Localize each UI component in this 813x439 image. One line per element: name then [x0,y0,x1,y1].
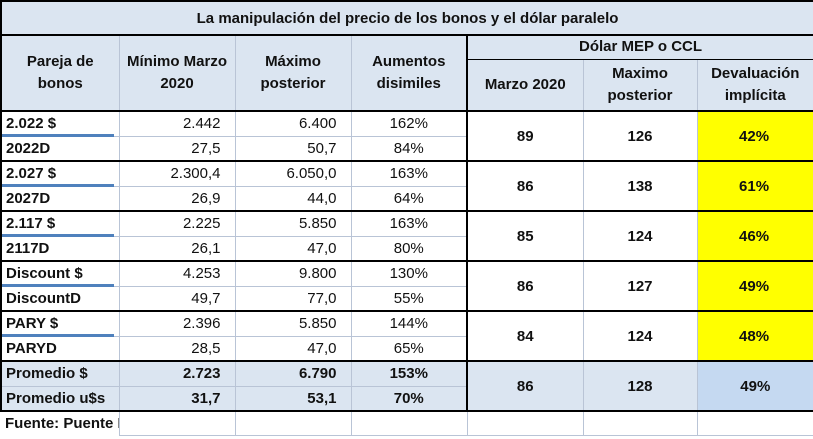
increase-value: 65% [350,335,468,362]
bond-name: PARY $ [0,310,120,337]
header-max: Máximo posterior [234,34,352,112]
source-note: Fuente: Puente Hnos [5,415,119,432]
min-value: 2.225 [118,210,236,237]
accent-underline [2,234,114,237]
header-mep-march: Marzo 2020 [466,58,584,112]
mep-march-value: 86 [466,260,584,312]
bond-name: DiscountD [0,285,120,312]
header-increase: Aumentos disimiles [350,34,468,112]
mep-max-value: 127 [582,260,698,312]
header-pair: Pareja de bonos [0,34,120,112]
min-value: 4.253 [118,260,236,287]
average-max: 6.790 [234,360,352,387]
mep-max-value: 126 [582,110,698,162]
empty-cell [234,410,352,436]
bond-name: 2.022 $ [0,110,120,137]
min-value: 28,5 [118,335,236,362]
mep-max-value: 138 [582,160,698,212]
max-value: 44,0 [234,185,352,212]
table-title: La manipulación del precio de los bonos … [0,0,813,36]
average-max: 53,1 [234,385,352,412]
average-label: Promedio $ [0,360,120,387]
header-mep-max: Maximo posterior [582,58,698,112]
accent-underline [2,334,114,337]
bond-name: PARYD [0,335,120,362]
accent-underline [2,134,114,137]
mep-march-value: 84 [466,310,584,362]
devaluation-value: 61% [696,160,813,212]
empty-cell [118,410,236,436]
max-value: 9.800 [234,260,352,287]
bond-name: 2027D [0,185,120,212]
mep-max-value: 124 [582,310,698,362]
header-min: Mínimo Marzo 2020 [118,34,236,112]
mep-march-value: 89 [466,110,584,162]
average-mep-max: 128 [582,360,698,412]
bond-name: 2117D [0,235,120,262]
max-value: 47,0 [234,235,352,262]
max-value: 5.850 [234,310,352,337]
bond-name: 2.027 $ [0,160,120,187]
increase-value: 163% [350,160,468,187]
average-label: Promedio u$s [0,385,120,412]
average-increase: 153% [350,360,468,387]
increase-value: 144% [350,310,468,337]
min-value: 26,1 [118,235,236,262]
increase-value: 64% [350,185,468,212]
bond-name: 2022D [0,135,120,162]
max-value: 6.400 [234,110,352,137]
mep-march-value: 85 [466,210,584,262]
increase-value: 163% [350,210,468,237]
accent-underline [2,284,114,287]
min-value: 27,5 [118,135,236,162]
header-mep-group: Dólar MEP o CCL [465,34,813,60]
header-devaluation: Devaluación implícita [696,58,813,112]
devaluation-value: 49% [696,260,813,312]
average-devaluation: 49% [696,360,813,412]
increase-value: 162% [350,110,468,137]
average-min: 31,7 [118,385,236,412]
increase-value: 130% [350,260,468,287]
mep-march-value: 86 [466,160,584,212]
devaluation-value: 42% [696,110,813,162]
min-value: 2.300,4 [118,160,236,187]
empty-cell [582,410,698,436]
min-value: 49,7 [118,285,236,312]
average-min: 2.723 [118,360,236,387]
increase-value: 55% [350,285,468,312]
max-value: 77,0 [234,285,352,312]
bond-name: Discount $ [0,260,120,287]
empty-cell [350,410,468,436]
devaluation-value: 48% [696,310,813,362]
max-value: 5.850 [234,210,352,237]
increase-value: 80% [350,235,468,262]
min-value: 2.442 [118,110,236,137]
min-value: 2.396 [118,310,236,337]
mep-max-value: 124 [582,210,698,262]
average-mep-march: 86 [466,360,584,412]
accent-underline [2,184,114,187]
average-increase: 70% [350,385,468,412]
devaluation-value: 46% [696,210,813,262]
empty-cell [696,410,813,436]
empty-cell [466,410,584,436]
max-value: 50,7 [234,135,352,162]
max-value: 6.050,0 [234,160,352,187]
bond-name: 2.117 $ [0,210,120,237]
min-value: 26,9 [118,185,236,212]
max-value: 47,0 [234,335,352,362]
increase-value: 84% [350,135,468,162]
